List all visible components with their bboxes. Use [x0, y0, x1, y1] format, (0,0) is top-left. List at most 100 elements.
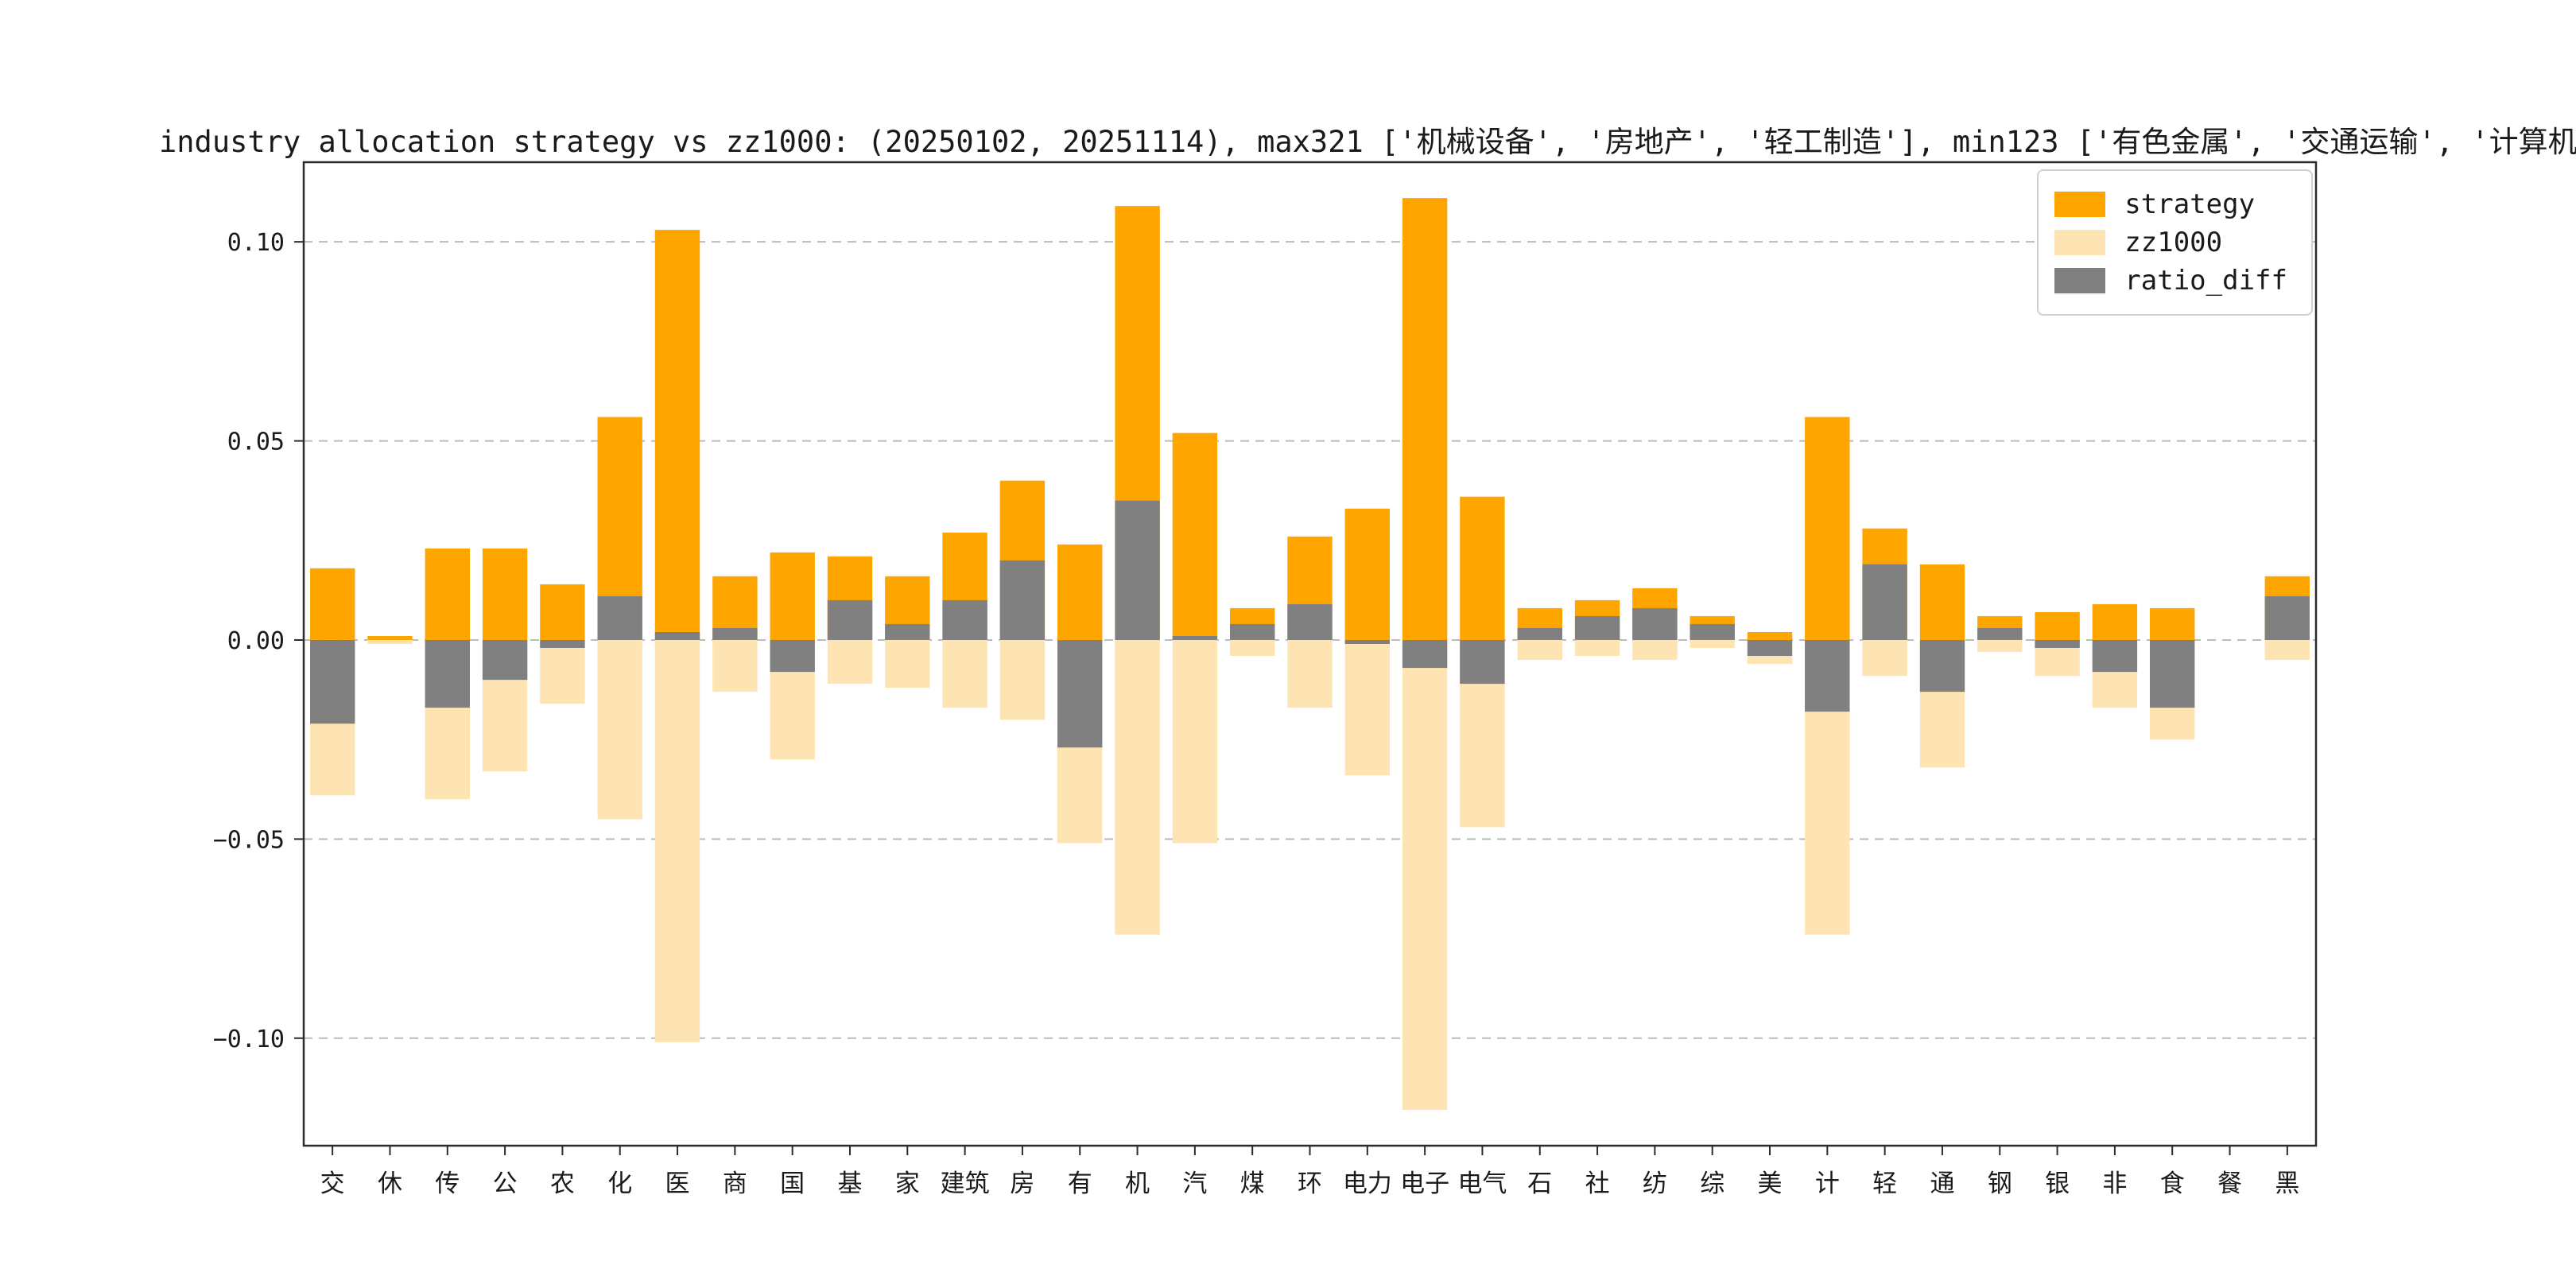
legend-label-ratio-diff: ratio_diff	[2124, 265, 2287, 297]
bar-strategy-4	[540, 584, 585, 640]
xtick-label-12: 房	[1010, 1170, 1034, 1198]
bar-ratio_diff-27	[1862, 564, 1907, 640]
bar-strategy-30	[2035, 611, 2080, 640]
bar-strategy-32	[2150, 607, 2195, 640]
xtick-label-13: 有	[1068, 1170, 1092, 1198]
xtick-label-6: 医	[665, 1170, 690, 1198]
bar-ratio_diff-20	[1460, 640, 1505, 685]
xtick-label-5: 化	[607, 1170, 632, 1198]
xtick-label-7: 商	[723, 1170, 747, 1198]
bar-zz1000-19	[1402, 640, 1448, 1110]
bar-ratio_diff-19	[1402, 640, 1448, 669]
bar-ratio_diff-17	[1287, 603, 1333, 640]
bar-ratio_diff-30	[2035, 640, 2080, 648]
bar-ratio_diff-31	[2092, 640, 2138, 673]
bar-zz1000-22	[1574, 640, 1620, 656]
bar-ratio_diff-24	[1690, 623, 1735, 640]
bar-ratio_diff-11	[942, 599, 987, 640]
bar-ratio_diff-0	[310, 640, 355, 724]
xtick-label-3: 公	[493, 1170, 518, 1198]
bar-strategy-18	[1344, 508, 1390, 640]
bar-ratio_diff-32	[2150, 640, 2195, 708]
bar-strategy-31	[2092, 603, 2138, 640]
ytick-label-4: −0.10	[213, 1026, 285, 1053]
ytick-label-1: 0.05	[227, 429, 285, 456]
bar-ratio_diff-9	[827, 599, 873, 640]
legend: strategy zz1000 ratio_diff	[2037, 169, 2313, 316]
bar-ratio_diff-22	[1574, 615, 1620, 640]
bar-zz1000-12	[999, 640, 1046, 720]
ytick-label-2: 0.00	[227, 627, 285, 655]
xtick-label-9: 基	[837, 1170, 862, 1198]
bar-ratio_diff-34	[2264, 596, 2310, 640]
xtick-label-27: 轻	[1872, 1170, 1897, 1198]
bar-ratio_diff-21	[1517, 627, 1562, 640]
legend-item-ratio-diff: ratio_diff	[2054, 265, 2287, 297]
xtick-label-19: 电子	[1400, 1170, 1449, 1198]
xtick-label-23: 纺	[1643, 1170, 1667, 1198]
bar-strategy-28	[1919, 564, 1965, 640]
bar-strategy-0	[310, 568, 355, 640]
bar-zz1000-23	[1632, 640, 1678, 660]
bar-ratio_diff-28	[1919, 640, 1965, 692]
bar-ratio_diff-3	[482, 640, 528, 681]
bar-ratio_diff-16	[1230, 623, 1275, 640]
bar-zz1000-7	[712, 640, 758, 692]
xtick-label-26: 计	[1815, 1170, 1840, 1198]
bar-strategy-1	[367, 636, 413, 640]
ytick-label-0: 0.10	[227, 229, 285, 257]
bar-zz1000-15	[1172, 640, 1218, 844]
xtick-label-14: 机	[1125, 1170, 1150, 1198]
xtick-label-22: 社	[1585, 1170, 1610, 1198]
bar-ratio_diff-8	[770, 640, 815, 673]
bar-ratio_diff-25	[1747, 640, 1793, 656]
xtick-label-24: 综	[1700, 1170, 1724, 1198]
xtick-label-4: 农	[550, 1170, 575, 1198]
legend-label-strategy: strategy	[2124, 188, 2256, 220]
bar-strategy-26	[1805, 417, 1850, 640]
bar-zz1000-17	[1287, 640, 1333, 708]
xtick-label-8: 国	[780, 1170, 805, 1198]
bar-ratio_diff-5	[597, 596, 642, 640]
legend-swatch-zz1000	[2054, 230, 2106, 255]
bar-zz1000-21	[1517, 640, 1562, 660]
xtick-label-18: 电力	[1343, 1170, 1392, 1198]
xtick-label-34: 黑	[2275, 1170, 2299, 1198]
bar-zz1000-6	[654, 640, 700, 1042]
legend-item-zz1000: zz1000	[2054, 227, 2287, 258]
xtick-label-2: 传	[435, 1170, 460, 1198]
xtick-label-0: 交	[320, 1170, 345, 1198]
bar-ratio_diff-18	[1344, 640, 1390, 644]
xtick-label-16: 煤	[1240, 1170, 1265, 1198]
bar-ratio_diff-2	[425, 640, 470, 708]
bar-zz1000-27	[1862, 640, 1907, 677]
bar-zz1000-4	[540, 640, 585, 704]
bar-zz1000-9	[827, 640, 873, 685]
xtick-label-17: 环	[1298, 1170, 1322, 1198]
legend-swatch-ratio-diff	[2054, 268, 2106, 293]
xtick-label-10: 家	[895, 1170, 920, 1198]
xtick-label-15: 汽	[1182, 1170, 1207, 1198]
bar-strategy-15	[1172, 433, 1218, 640]
legend-label-zz1000: zz1000	[2124, 227, 2223, 258]
bar-zz1000-16	[1230, 640, 1275, 656]
bar-strategy-19	[1402, 198, 1448, 641]
xtick-label-20: 电气	[1457, 1170, 1507, 1198]
bar-zz1000-1	[367, 640, 413, 644]
ytick-label-3: −0.05	[213, 826, 285, 854]
xtick-label-30: 银	[2045, 1170, 2070, 1198]
bar-ratio_diff-26	[1805, 640, 1850, 712]
bar-zz1000-24	[1690, 640, 1735, 648]
bar-ratio_diff-15	[1172, 636, 1218, 640]
bar-zz1000-18	[1344, 640, 1390, 776]
bar-zz1000-10	[885, 640, 930, 689]
bar-zz1000-5	[597, 640, 642, 820]
bar-zz1000-29	[1977, 640, 2023, 652]
bar-zz1000-14	[1115, 640, 1160, 935]
xtick-label-11: 建筑	[941, 1170, 990, 1198]
bar-ratio_diff-13	[1057, 640, 1103, 748]
bar-zz1000-34	[2264, 640, 2310, 660]
bar-strategy-20	[1460, 496, 1505, 640]
